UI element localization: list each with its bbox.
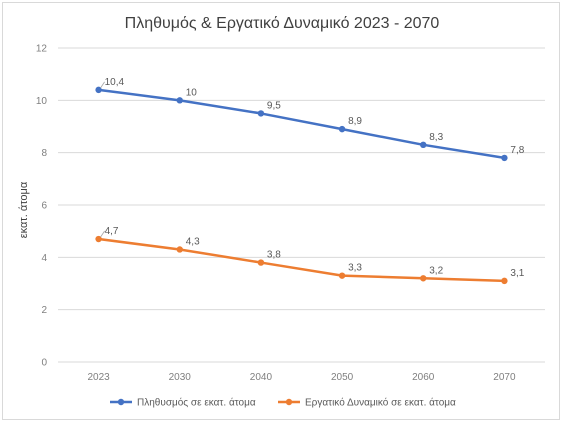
data-label: 3,8 — [267, 250, 281, 261]
gridlines — [58, 47, 545, 363]
data-point — [176, 246, 183, 253]
legend-label: Πληθυσμός σε εκατ. άτομα — [137, 397, 256, 409]
legend-item: Εργατικό Δυναμικό σε εκατ. άτομα — [278, 397, 456, 409]
y-tick-label: 6 — [41, 201, 47, 212]
data-point — [95, 235, 102, 243]
data-point — [176, 97, 183, 104]
y-tick-label: 0 — [41, 358, 47, 369]
data-label: 8,9 — [348, 116, 362, 127]
x-tick-label: 2050 — [331, 372, 354, 383]
legend-item: Πληθυσμός σε εκατ. άτομα — [110, 397, 256, 409]
y-tick-label: 10 — [36, 96, 48, 107]
y-axis-ticks: 0 2 4 6 8 10 12 — [36, 44, 48, 369]
data-point — [257, 259, 265, 266]
data-label: 4,3 — [186, 236, 200, 247]
data-point — [95, 86, 102, 94]
data-label: 7,8 — [510, 145, 524, 156]
chart-title: Πληθυμός & Εργατικό Δυναμικό 2023 - 2070 — [125, 15, 440, 32]
data-label: 9,5 — [267, 100, 281, 111]
series-1: 10,4 10 9,5 8,9 8,3 7,8 — [95, 77, 525, 162]
series-line — [97, 237, 506, 283]
x-tick-label: 2040 — [250, 372, 273, 383]
data-label: 4,7 — [105, 226, 119, 237]
data-label: 3,2 — [429, 265, 443, 276]
leader-line — [100, 230, 105, 238]
y-tick-label: 12 — [36, 44, 48, 55]
x-tick-label: 2030 — [169, 372, 192, 383]
series-layer: 10,4 10 9,5 8,9 8,3 7,8 4,7 4,3 3,8 3,3 3,2 3,1 — [95, 77, 525, 285]
x-tick-label: 2070 — [493, 372, 516, 383]
series-2: 4,7 4,3 3,8 3,3 3,2 3,1 — [95, 226, 525, 285]
data-point — [501, 154, 508, 162]
legend-label: Εργατικό Δυναμικό σε εκατ. άτομα — [305, 397, 456, 409]
data-point — [420, 275, 427, 282]
data-point — [338, 272, 346, 279]
series-line — [97, 88, 506, 160]
data-label: 10,4 — [105, 77, 125, 88]
data-point — [338, 125, 346, 133]
chart-frame — [2, 2, 560, 420]
y-tick-label: 4 — [41, 253, 47, 264]
y-tick-label: 8 — [41, 148, 47, 159]
data-point — [420, 141, 427, 149]
x-tick-label: 2023 — [87, 372, 110, 383]
leader-line — [100, 81, 105, 89]
data-label: 3,3 — [348, 263, 362, 274]
y-axis-label: εκατ. άτομα — [18, 181, 30, 238]
x-tick-label: 2060 — [412, 372, 435, 383]
legend: Πληθυσμός σε εκατ. άτομα Εργατικό Δυναμικ… — [110, 397, 456, 409]
legend-swatch-marker — [285, 398, 293, 406]
data-label: 10 — [186, 87, 198, 98]
data-label: 3,1 — [510, 268, 524, 279]
x-axis-ticks: 2023 2030 2040 2050 2060 2070 — [87, 372, 516, 383]
y-tick-label: 2 — [41, 305, 47, 316]
data-point — [257, 110, 265, 117]
legend-swatch-marker — [117, 398, 125, 406]
data-label: 8,3 — [429, 132, 443, 143]
data-point — [501, 277, 508, 285]
